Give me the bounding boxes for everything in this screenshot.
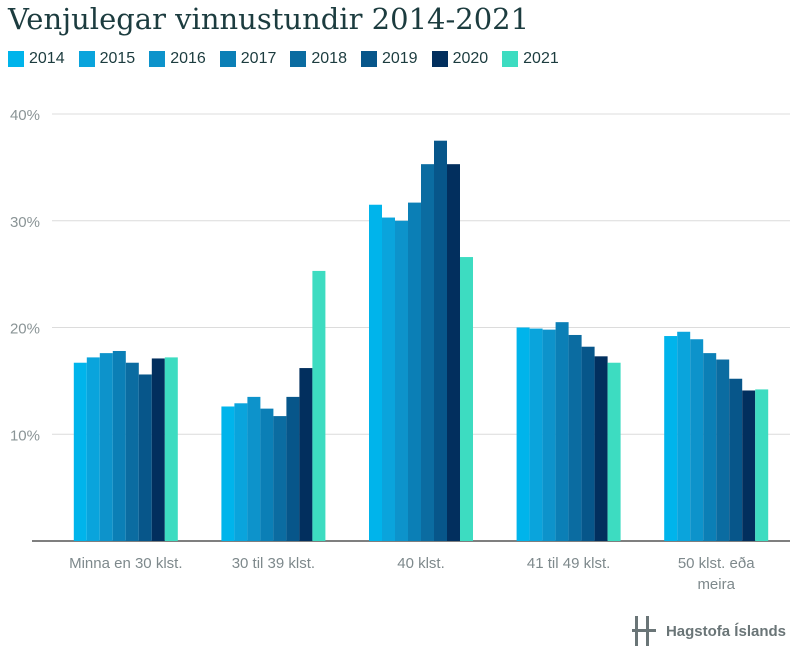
legend-item-2021: 2021 <box>502 50 559 68</box>
bar-2020-cat-0 <box>151 358 165 541</box>
legend-swatch <box>8 51 24 67</box>
bar-2021-cat-2 <box>460 257 473 541</box>
bar-2017-cat-4 <box>703 353 717 541</box>
bar-2019-cat-2 <box>434 140 447 541</box>
x-tick-label: 30 til 39 klst. <box>232 555 315 572</box>
bar-2017-cat-0 <box>112 350 126 541</box>
bar-2017-cat-2 <box>408 202 421 542</box>
x-tick-label: 41 til 49 klst. <box>527 555 610 572</box>
legend-item-2017: 2017 <box>219 50 277 68</box>
bar-2018-cat-2 <box>421 164 434 542</box>
legend-swatch <box>219 51 236 67</box>
legend-item-2014: 2014 <box>8 50 65 68</box>
bar-2020-cat-3 <box>594 356 608 541</box>
bar-2020-cat-1 <box>299 368 313 541</box>
bar-2016-cat-1 <box>247 396 261 541</box>
legend-item-2015: 2015 <box>78 50 136 68</box>
bar-2017-cat-3 <box>555 322 569 541</box>
bar-2014-cat-3 <box>516 327 530 541</box>
bar-2016-cat-0 <box>99 353 113 541</box>
bar-2018-cat-4 <box>716 359 730 541</box>
bar-2015-cat-1 <box>234 403 248 541</box>
hagstofa-logo-icon <box>631 616 656 646</box>
legend-swatch <box>78 51 95 67</box>
bar-2021-cat-1 <box>312 270 326 541</box>
bar-2019-cat-3 <box>581 346 595 541</box>
bar-2019-cat-0 <box>138 374 152 541</box>
bar-2016-cat-4 <box>690 339 704 541</box>
legend-label: 2016 <box>170 50 206 67</box>
chart-legend: 2014 2015 2016 2017 2018 2019 2020 2021 <box>8 50 559 68</box>
bar-2018-cat-3 <box>568 334 582 541</box>
bar-2018-cat-1 <box>273 416 287 541</box>
bar-2014-cat-0 <box>73 362 87 541</box>
bar-2015-cat-2 <box>382 217 395 542</box>
y-tick-label: 20% <box>10 321 40 338</box>
legend-label: 2019 <box>381 50 418 67</box>
legend-item-2018: 2018 <box>290 50 347 68</box>
y-tick-label: 10% <box>10 427 40 444</box>
bar-2015-cat-3 <box>529 328 543 541</box>
bar-2016-cat-3 <box>542 329 556 541</box>
x-tick-label: Minna en 30 klst. <box>69 555 182 572</box>
legend-label: 2020 <box>452 50 489 67</box>
y-tick-label: 30% <box>10 214 40 231</box>
legend-swatch <box>290 51 307 67</box>
bars <box>73 140 769 542</box>
bar-2017-cat-1 <box>260 408 274 541</box>
bar-2014-cat-2 <box>369 204 382 542</box>
chart-title: Venjulegar vinnustundir 2014-2021 <box>8 2 530 36</box>
legend-label: 2018 <box>311 50 347 67</box>
y-tick-label: 40% <box>10 107 40 124</box>
legend-item-2016: 2016 <box>149 50 206 68</box>
y-axis-ticks: 10% 20% 30% 40% <box>10 107 40 444</box>
x-tick-label: 50 klst. eða <box>678 555 755 572</box>
bar-2014-cat-1 <box>221 406 235 541</box>
bar-2015-cat-0 <box>86 357 100 541</box>
legend-label: 2021 <box>523 50 559 67</box>
x-tick-label: meira <box>697 576 735 593</box>
legend-label: 2015 <box>99 50 136 67</box>
legend-label: 2014 <box>29 50 65 67</box>
bar-2021-cat-4 <box>755 389 769 541</box>
legend-swatch <box>431 51 448 67</box>
bar-2021-cat-0 <box>164 357 178 541</box>
bar-2018-cat-0 <box>125 362 139 541</box>
bar-2014-cat-4 <box>664 336 678 541</box>
legend-swatch <box>502 51 519 67</box>
brand: Hagstofa Íslands <box>631 614 786 648</box>
bar-2016-cat-2 <box>395 220 408 541</box>
legend-swatch <box>360 51 377 67</box>
legend-item-2019: 2019 <box>360 50 418 68</box>
bar-2020-cat-4 <box>742 390 756 541</box>
bar-2019-cat-4 <box>729 378 743 541</box>
x-axis-labels: Minna en 30 klst. 30 til 39 klst. 40 klst.… <box>69 555 755 593</box>
legend-swatch <box>149 51 166 67</box>
x-tick-label: 40 klst. <box>397 555 445 572</box>
brand-name: Hagstofa Íslands <box>665 622 786 640</box>
bar-2021-cat-3 <box>607 362 621 541</box>
bar-2020-cat-2 <box>447 164 460 542</box>
legend-item-2020: 2020 <box>431 50 489 68</box>
legend-label: 2017 <box>240 50 277 67</box>
bar-2015-cat-4 <box>677 331 691 541</box>
bar-2019-cat-1 <box>286 396 300 541</box>
